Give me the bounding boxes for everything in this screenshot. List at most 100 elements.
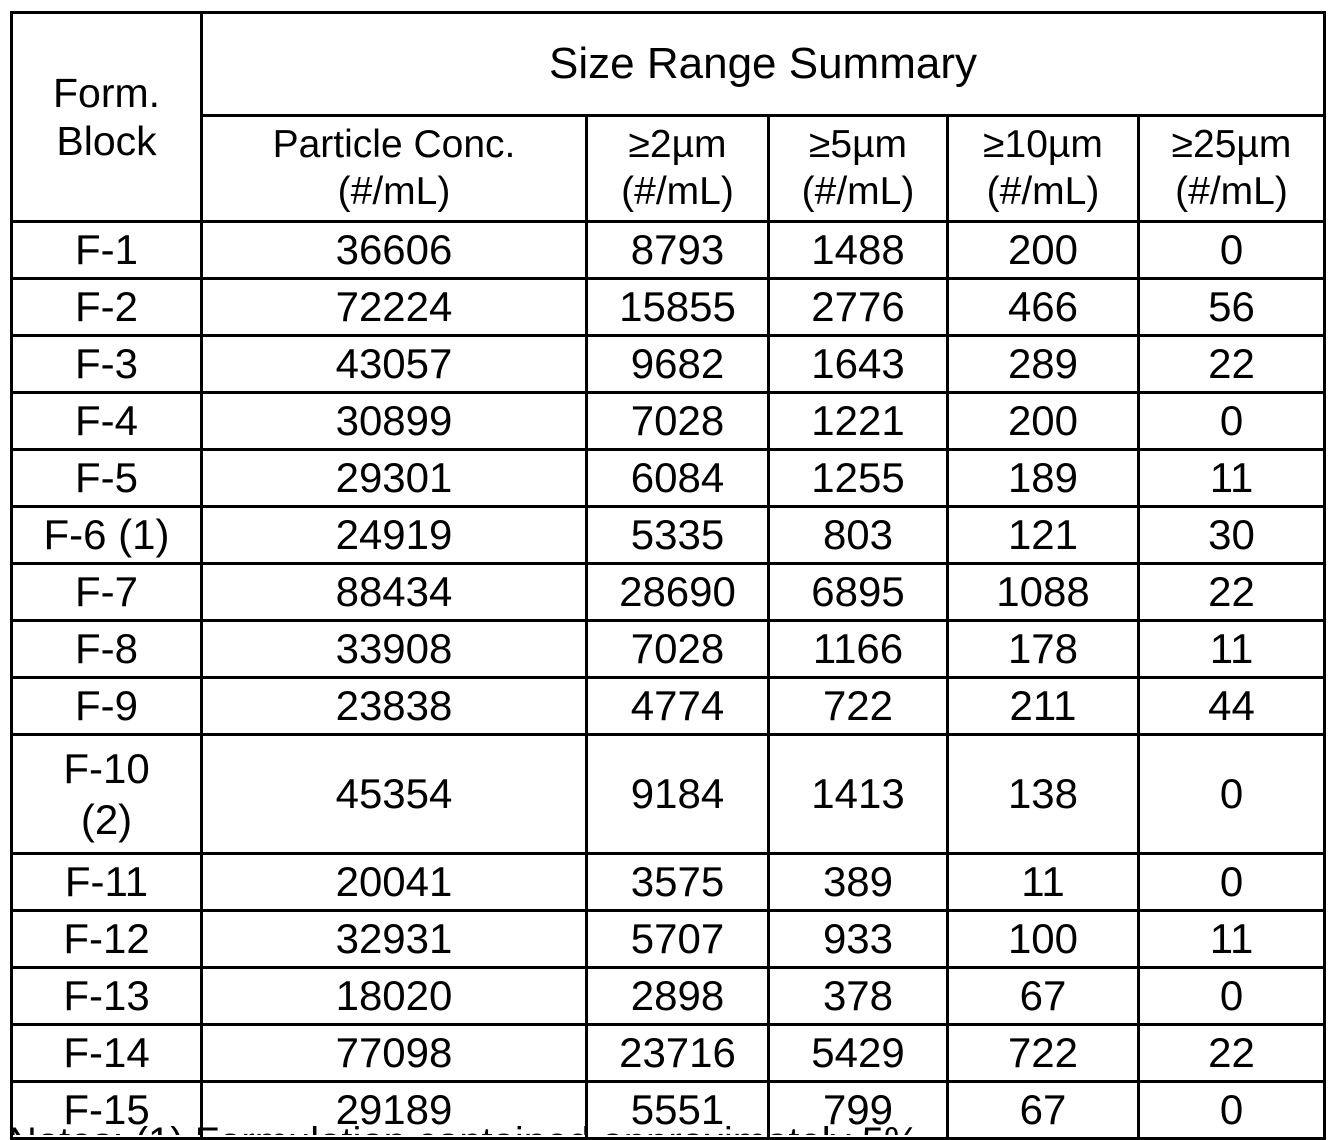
cell-form-block: F-3	[12, 336, 202, 393]
cell-form-block-line1: F-8	[13, 627, 200, 671]
table-row: F-147709823716542972222	[12, 1025, 1325, 1082]
header-row-group: Form. Block Size Range Summary	[12, 13, 1325, 116]
cell-ge2um: 5707	[587, 911, 769, 968]
cell-ge5um: 5429	[769, 1025, 948, 1082]
cell-ge25um: 11	[1139, 450, 1325, 507]
cell-ge5um: 2776	[769, 279, 948, 336]
cell-ge10um: 200	[948, 393, 1139, 450]
cell-ge10um: 138	[948, 735, 1139, 854]
table-row: F-430899702812212000	[12, 393, 1325, 450]
cell-form-block: F-8	[12, 621, 202, 678]
cell-form-block: F-2	[12, 279, 202, 336]
cell-particle-conc: 20041	[202, 854, 587, 911]
column-header-ge2um: ≥2µm (#/mL)	[587, 116, 769, 222]
cell-ge25um: 0	[1139, 393, 1325, 450]
cell-form-block: F-14	[12, 1025, 202, 1082]
column-header-ge2um-line2: (#/mL)	[588, 169, 767, 216]
cell-particle-conc: 18020	[202, 968, 587, 1025]
cell-ge2um: 4774	[587, 678, 769, 735]
cell-ge25um: 22	[1139, 336, 1325, 393]
table-row: F-3430579682164328922	[12, 336, 1325, 393]
cell-ge25um: 22	[1139, 564, 1325, 621]
corner-header-line2: Block	[13, 117, 200, 165]
column-header-particle-conc-line2: (#/mL)	[203, 169, 585, 216]
table-row: F-27222415855277646656	[12, 279, 1325, 336]
cell-ge25um: 0	[1139, 735, 1325, 854]
cell-particle-conc: 77098	[202, 1025, 587, 1082]
cell-form-block-line1: F-11	[13, 860, 200, 904]
cell-form-block: F-6 (1)	[12, 507, 202, 564]
cell-particle-conc: 23838	[202, 678, 587, 735]
cell-ge10um: 189	[948, 450, 1139, 507]
table-footnote: Notes: (1) Formulation contained approxi…	[8, 1119, 1328, 1135]
group-header-size-range-summary: Size Range Summary	[202, 13, 1325, 116]
cell-ge25um: 11	[1139, 621, 1325, 678]
cell-ge2um: 8793	[587, 222, 769, 279]
table-row: F-11200413575389110	[12, 854, 1325, 911]
cell-ge25um: 30	[1139, 507, 1325, 564]
table-row: F-6 (1)24919533580312130	[12, 507, 1325, 564]
cell-form-block: F-10(2)	[12, 735, 202, 854]
cell-form-block-line1: F-3	[13, 342, 200, 386]
cell-ge2um: 6084	[587, 450, 769, 507]
column-header-particle-conc-line1: Particle Conc.	[203, 122, 585, 169]
cell-form-block-line1: F-10	[13, 743, 200, 794]
table-row: F-8339087028116617811	[12, 621, 1325, 678]
cell-ge25um: 0	[1139, 968, 1325, 1025]
cell-ge2um: 28690	[587, 564, 769, 621]
cell-ge25um: 22	[1139, 1025, 1325, 1082]
cell-particle-conc: 43057	[202, 336, 587, 393]
cell-ge2um: 9682	[587, 336, 769, 393]
cell-ge5um: 378	[769, 968, 948, 1025]
cell-particle-conc: 72224	[202, 279, 587, 336]
cell-ge10um: 11	[948, 854, 1139, 911]
column-header-ge5um-line1: ≥5µm	[770, 122, 946, 169]
cell-ge5um: 1255	[769, 450, 948, 507]
cell-form-block-line1: F-13	[13, 974, 200, 1018]
table-row: F-10(2)45354918414131380	[12, 735, 1325, 854]
column-header-ge10um-line2: (#/mL)	[949, 169, 1137, 216]
column-header-ge25um: ≥25µm (#/mL)	[1139, 116, 1325, 222]
cell-particle-conc: 30899	[202, 393, 587, 450]
cell-form-block: F-5	[12, 450, 202, 507]
cell-particle-conc: 33908	[202, 621, 587, 678]
cell-ge2um: 15855	[587, 279, 769, 336]
column-header-ge25um-line1: ≥25µm	[1140, 122, 1323, 169]
column-header-ge25um-line2: (#/mL)	[1140, 169, 1323, 216]
cell-form-block-line1: F-4	[13, 399, 200, 443]
cell-ge10um: 722	[948, 1025, 1139, 1082]
cell-ge2um: 23716	[587, 1025, 769, 1082]
table-row: F-13180202898378670	[12, 968, 1325, 1025]
cell-ge10um: 200	[948, 222, 1139, 279]
cell-particle-conc: 88434	[202, 564, 587, 621]
cell-ge5um: 933	[769, 911, 948, 968]
cell-ge25um: 56	[1139, 279, 1325, 336]
cell-ge5um: 1488	[769, 222, 948, 279]
cell-ge10um: 121	[948, 507, 1139, 564]
cell-ge10um: 67	[948, 968, 1139, 1025]
header-row-columns: Particle Conc. (#/mL) ≥2µm (#/mL) ≥5µm (…	[12, 116, 1325, 222]
cell-particle-conc: 29301	[202, 450, 587, 507]
cell-ge2um: 5335	[587, 507, 769, 564]
corner-header-line1: Form.	[13, 69, 200, 117]
cell-ge5um: 1643	[769, 336, 948, 393]
cell-ge2um: 9184	[587, 735, 769, 854]
cell-form-block-line1: F-2	[13, 285, 200, 329]
cell-ge10um: 289	[948, 336, 1139, 393]
cell-form-block: F-9	[12, 678, 202, 735]
cell-form-block: F-13	[12, 968, 202, 1025]
table-row: F-136606879314882000	[12, 222, 1325, 279]
cell-particle-conc: 36606	[202, 222, 587, 279]
cell-ge2um: 3575	[587, 854, 769, 911]
corner-header-form-block: Form. Block	[12, 13, 202, 222]
cell-ge10um: 178	[948, 621, 1139, 678]
cell-form-block-line1: F-9	[13, 684, 200, 728]
column-header-ge2um-line1: ≥2µm	[588, 122, 767, 169]
cell-ge5um: 1166	[769, 621, 948, 678]
cell-form-block-line1: F-7	[13, 570, 200, 614]
cell-ge10um: 1088	[948, 564, 1139, 621]
cell-ge10um: 100	[948, 911, 1139, 968]
cell-form-block-line1: F-14	[13, 1031, 200, 1075]
table-header: Form. Block Size Range Summary Particle …	[12, 13, 1325, 222]
cell-form-block-line1: F-5	[13, 456, 200, 500]
